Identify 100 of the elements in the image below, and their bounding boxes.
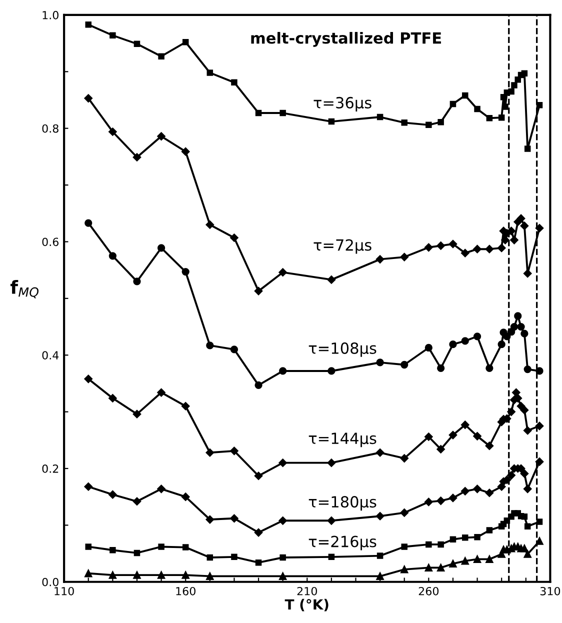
series-label: τ=216μs (308, 536, 376, 550)
point (426, 541, 432, 548)
point (523, 269, 532, 278)
point (157, 571, 166, 579)
point (438, 541, 444, 548)
point (520, 222, 529, 230)
x-tick-label: 210 (297, 586, 317, 596)
point (254, 381, 262, 389)
point (474, 534, 480, 540)
point (424, 498, 433, 506)
point (517, 322, 525, 331)
point (376, 255, 384, 264)
point (436, 496, 445, 505)
point (327, 458, 336, 467)
point (524, 523, 531, 530)
point (500, 94, 507, 100)
point (462, 92, 468, 99)
point (108, 571, 116, 579)
point (206, 554, 214, 561)
point (514, 76, 521, 83)
point (424, 564, 432, 572)
point (206, 220, 214, 229)
point (278, 458, 287, 467)
series-label: τ=180μs (308, 496, 376, 511)
point (158, 544, 164, 550)
point (450, 536, 456, 542)
point (376, 448, 384, 457)
y-tick-label: 0.8 (42, 124, 58, 133)
point (448, 494, 458, 502)
point (521, 514, 528, 520)
point (280, 110, 286, 116)
point (280, 554, 286, 561)
point (254, 528, 263, 537)
point (255, 110, 262, 116)
point (133, 278, 141, 286)
point (157, 388, 166, 397)
y-tick-label: 0.2 (42, 464, 58, 473)
point (230, 234, 238, 242)
point (448, 430, 458, 440)
point (498, 340, 506, 348)
x-tick-label: 160 (176, 586, 196, 596)
point (206, 70, 214, 76)
point (132, 497, 142, 506)
point (108, 252, 116, 260)
point (473, 244, 482, 254)
x-axis-title: T (°K) (284, 598, 328, 612)
point (181, 147, 190, 156)
point (206, 342, 214, 350)
y-tick-label: 1.0 (42, 10, 58, 20)
point (181, 402, 190, 410)
point (497, 482, 506, 491)
point (536, 537, 544, 545)
point (486, 115, 493, 122)
point (134, 550, 140, 556)
point (182, 268, 190, 276)
point (400, 566, 408, 574)
point (85, 21, 92, 28)
point (473, 555, 482, 564)
point (461, 557, 469, 565)
point (523, 484, 532, 494)
point (535, 458, 544, 466)
point (510, 322, 518, 331)
point (376, 114, 384, 120)
point (400, 252, 408, 262)
series-label: τ=108μs (308, 342, 376, 357)
point (376, 512, 384, 520)
point (84, 374, 93, 384)
point (507, 226, 516, 236)
point (327, 516, 336, 525)
point (485, 442, 494, 450)
point (376, 552, 384, 559)
point (520, 469, 529, 478)
point (462, 534, 468, 541)
point (524, 146, 531, 152)
point (327, 276, 336, 284)
point (278, 268, 287, 276)
point (498, 114, 505, 121)
point (230, 346, 238, 354)
point (108, 128, 117, 136)
x-tick-label: 310 (540, 586, 560, 596)
point (424, 243, 433, 252)
point (110, 32, 116, 38)
point (85, 544, 92, 550)
point (485, 488, 494, 498)
point (376, 572, 384, 580)
point (516, 402, 526, 410)
point (520, 544, 528, 552)
point (460, 487, 470, 496)
point (254, 472, 263, 480)
y-tick-label: 0.4 (42, 351, 59, 360)
point (206, 572, 214, 580)
point (206, 515, 214, 524)
point (230, 446, 238, 456)
point (536, 367, 544, 375)
point (84, 482, 93, 491)
point (108, 394, 117, 402)
point (157, 132, 166, 140)
point (536, 518, 543, 525)
point (400, 508, 408, 517)
point (328, 367, 336, 375)
